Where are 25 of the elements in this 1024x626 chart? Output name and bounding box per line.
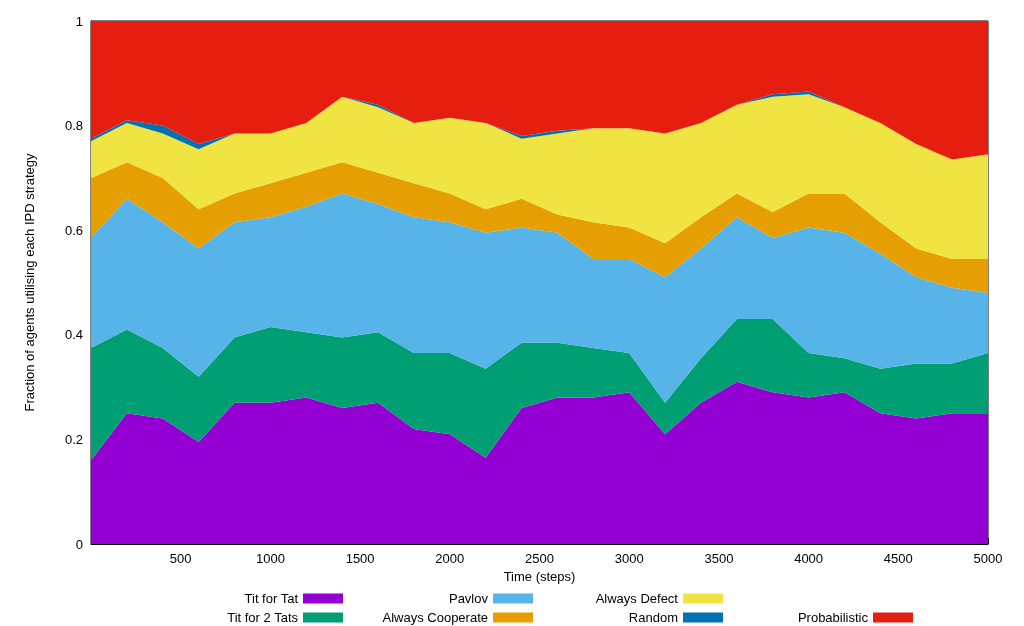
y-tick-label: 0.2 [64,431,83,447]
y-axis-title: Fraction of agents utilising each IPD strategy [22,153,37,412]
x-tick-label: 5000 [973,551,1003,566]
x-tick-label: 3000 [614,551,644,566]
y-tick-label: 1 [75,13,83,29]
legend-label: Probabilistic [797,610,869,625]
legend-label: Pavlov [448,591,489,606]
x-tick-label: 1500 [345,551,375,566]
y-tick-label: 0.4 [64,327,83,343]
x-tick-label: 1000 [255,551,285,566]
legend-label: Always Cooperate [382,610,488,625]
legend-label: Tit for 2 Tats [227,610,299,625]
y-tick-label: 0.8 [64,118,83,134]
x-tick-label: 4500 [883,551,913,566]
y-tick-label: 0 [75,536,83,552]
legend-label: Always Defect [595,591,679,606]
x-tick-label: 4000 [794,551,824,566]
legend-label: Tit for Tat [244,591,299,606]
y-tick-label: 0.6 [64,222,83,238]
legend-label: Random [628,610,678,625]
x-tick-label: 3500 [704,551,734,566]
x-tick-label: 500 [169,551,192,566]
x-axis-title: Time (steps) [503,568,576,584]
x-tick-label: 2500 [525,551,554,566]
x-tick-label: 2000 [435,551,465,566]
